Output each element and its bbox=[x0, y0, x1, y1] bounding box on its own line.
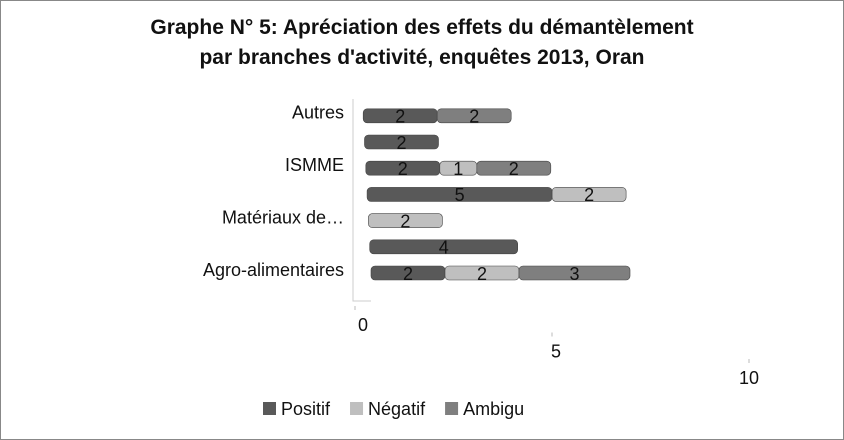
data-label: 1 bbox=[453, 159, 463, 179]
data-label: 2 bbox=[398, 159, 408, 179]
data-label: 4 bbox=[439, 238, 449, 258]
legend-label: Négatif bbox=[368, 399, 426, 419]
y-tick-label: Agro-alimentaires bbox=[203, 260, 344, 280]
bar-segment bbox=[476, 160, 552, 176]
data-label: 2 bbox=[584, 185, 594, 205]
bar-segment bbox=[364, 134, 439, 150]
bar-segment bbox=[368, 213, 443, 228]
bar-segment bbox=[518, 265, 631, 281]
x-tick-label: 0 bbox=[358, 315, 368, 335]
legend-swatch bbox=[445, 402, 459, 415]
legend-swatch bbox=[350, 402, 364, 415]
data-label: 2 bbox=[396, 133, 406, 153]
data-label: 2 bbox=[403, 264, 413, 284]
legend-swatch bbox=[263, 402, 276, 415]
data-label: 2 bbox=[400, 211, 410, 231]
bar-segment bbox=[436, 108, 512, 124]
x-tick-label: 5 bbox=[551, 341, 561, 361]
data-label: 2 bbox=[395, 107, 405, 127]
data-label: 2 bbox=[469, 107, 479, 127]
data-label: 2 bbox=[509, 159, 519, 179]
back-wall bbox=[352, 99, 371, 302]
legend-label: Ambigu bbox=[463, 399, 524, 419]
data-label: 2 bbox=[477, 264, 487, 284]
data-label: 3 bbox=[569, 264, 579, 284]
title-box: Graphe N° 5: Apréciation des effets du d… bbox=[1, 13, 843, 73]
y-tick-label: Matériaux de… bbox=[222, 207, 344, 227]
chart-title: Graphe N° 5: Apréciation des effets du d… bbox=[150, 16, 694, 69]
x-tick-label: 10 bbox=[739, 368, 759, 388]
bar-segment bbox=[551, 187, 627, 202]
legend-label: Positif bbox=[281, 399, 331, 419]
y-tick-label: Autres bbox=[292, 103, 344, 123]
bar-segment bbox=[369, 239, 519, 255]
y-tick-label: ISMME bbox=[285, 155, 344, 175]
data-label: 5 bbox=[455, 185, 465, 205]
